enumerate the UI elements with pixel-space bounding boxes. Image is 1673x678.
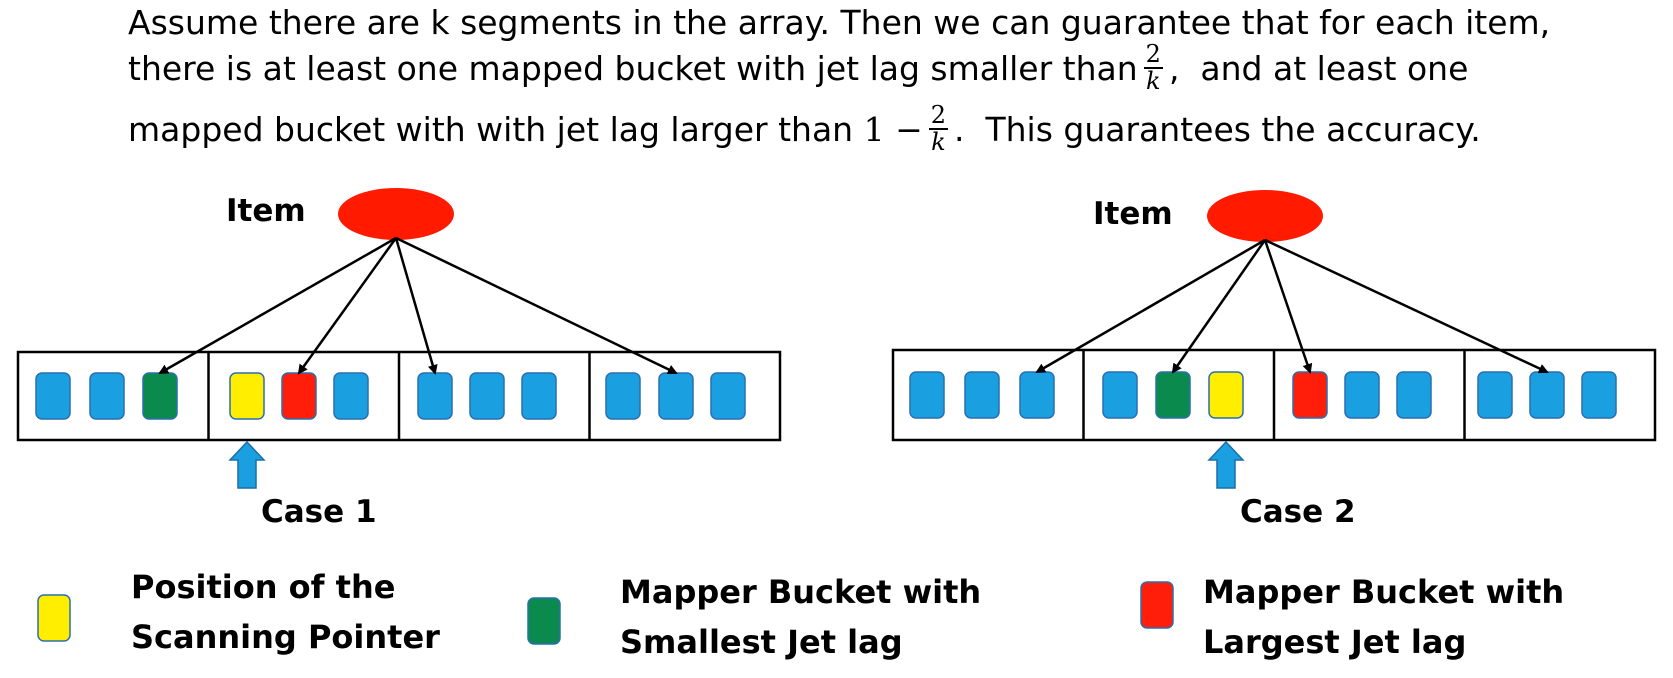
item-label: Item xyxy=(1093,196,1173,232)
bucket-yellow xyxy=(1208,371,1244,419)
paragraph-text: , and at least one xyxy=(1168,48,1469,88)
bucket-blue xyxy=(710,372,746,420)
bucket-green xyxy=(1155,371,1191,419)
bucket-green xyxy=(142,372,178,420)
legend-line: Mapper Bucket with xyxy=(620,573,982,611)
mapping-arrow xyxy=(395,236,678,375)
bucket-blue xyxy=(35,372,71,420)
item-ellipse xyxy=(1207,190,1323,242)
paragraph-text: there is at least one mapped bucket with… xyxy=(128,48,1138,88)
mapping-arrow xyxy=(1035,238,1266,374)
bucket-blue xyxy=(1102,371,1138,419)
legend-line: Position of the xyxy=(131,568,396,606)
scanning-pointer-arrow xyxy=(1207,440,1245,489)
paragraph-text: mapped bucket with with jet lag larger t… xyxy=(128,109,854,149)
legend-swatch-yellow xyxy=(37,594,71,642)
case-caption: Case 1 xyxy=(261,494,377,530)
bucket-blue xyxy=(1344,371,1380,419)
legend-line: Mapper Bucket with xyxy=(1203,573,1565,611)
mapping-arrow xyxy=(1171,239,1267,374)
fraction-denominator: k xyxy=(928,128,949,155)
fraction-numerator: 2 xyxy=(930,101,947,129)
mapping-arrow xyxy=(297,237,398,375)
paragraph-text: Assume there are k segments in the array… xyxy=(128,3,1551,42)
paragraph-line-2: there is at least one mapped bucket with… xyxy=(128,40,1469,94)
legend-text-smallest: Mapper Bucket with Smallest Jet lag xyxy=(620,567,981,667)
fraction-numerator: 2 xyxy=(1145,40,1161,68)
mapping-arrow xyxy=(1263,239,1313,374)
paragraph-line-3: mapped bucket with with jet lag larger t… xyxy=(128,101,1481,155)
paragraph-text: . This guarantees the accuracy. xyxy=(954,109,1481,149)
case-caption: Case 2 xyxy=(1240,494,1356,530)
bucket-red xyxy=(281,372,317,420)
bucket-yellow xyxy=(229,372,265,420)
bucket-blue xyxy=(1581,371,1617,419)
bucket-blue xyxy=(1019,371,1055,419)
item-ellipse xyxy=(338,188,454,240)
mapping-arrow xyxy=(158,236,397,375)
mapping-arrow xyxy=(1264,238,1549,374)
bucket-blue xyxy=(658,372,694,420)
legend-line: Smallest Jet lag xyxy=(620,623,903,661)
legend-text-largest: Mapper Bucket with Largest Jet lag xyxy=(1203,567,1564,667)
item-label: Item xyxy=(226,193,306,229)
legend-line: Largest Jet lag xyxy=(1203,623,1467,661)
fraction-denominator: k xyxy=(1143,67,1163,94)
bucket-blue xyxy=(521,372,557,420)
scanning-pointer-arrow xyxy=(228,440,266,489)
legend-swatch-red xyxy=(1140,581,1174,629)
mapping-arrow xyxy=(394,237,438,375)
bucket-red xyxy=(1292,371,1328,419)
bucket-blue xyxy=(964,371,1000,419)
bucket-blue xyxy=(89,372,125,420)
paragraph-line-1: Assume there are k segments in the array… xyxy=(128,6,1550,39)
math-one-minus: 1 − xyxy=(863,109,923,149)
bucket-blue xyxy=(909,371,945,419)
bucket-blue xyxy=(1477,371,1513,419)
legend-swatch-green xyxy=(527,597,561,645)
bucket-blue xyxy=(469,372,505,420)
bucket-blue xyxy=(333,372,369,420)
bucket-blue xyxy=(417,372,453,420)
legend-line: Scanning Pointer xyxy=(131,618,440,656)
bucket-blue xyxy=(1396,371,1432,419)
bucket-blue xyxy=(605,372,641,420)
bucket-blue xyxy=(1529,371,1565,419)
legend-text-pointer: Position of the Scanning Pointer xyxy=(131,562,440,662)
